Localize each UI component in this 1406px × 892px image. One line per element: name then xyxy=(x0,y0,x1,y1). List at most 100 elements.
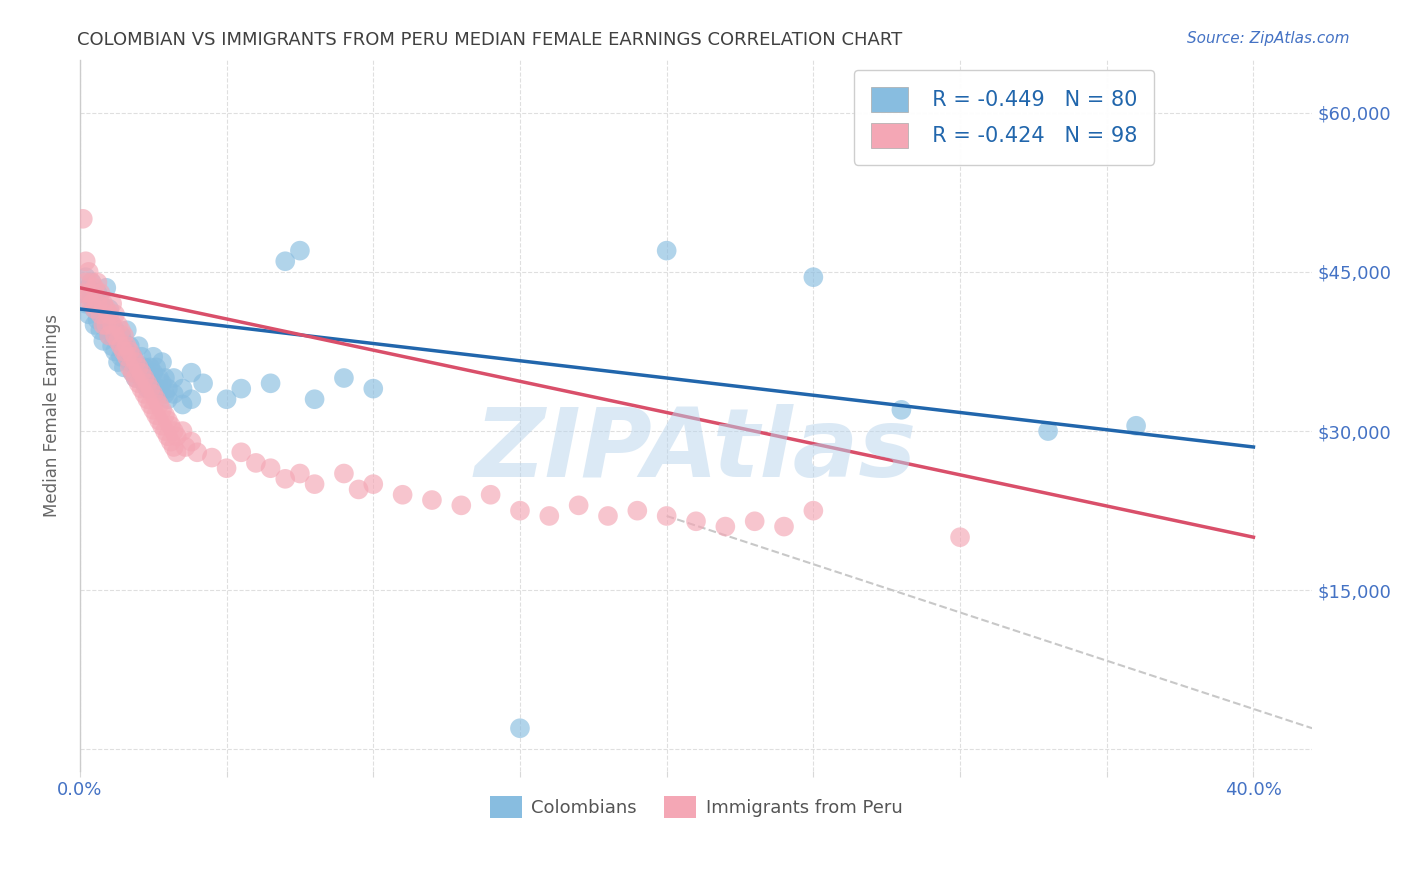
Point xyxy=(121,350,143,364)
Point xyxy=(450,499,472,513)
Point xyxy=(139,371,162,385)
Point xyxy=(128,360,150,375)
Point xyxy=(245,456,267,470)
Point xyxy=(180,392,202,407)
Point xyxy=(191,376,214,391)
Point xyxy=(112,360,135,375)
Point xyxy=(115,323,138,337)
Point xyxy=(159,418,181,433)
Point xyxy=(107,334,129,348)
Point xyxy=(77,286,100,301)
Point xyxy=(142,387,165,401)
Point xyxy=(288,467,311,481)
Point xyxy=(80,292,103,306)
Point xyxy=(118,360,141,375)
Point xyxy=(163,371,186,385)
Point xyxy=(509,503,531,517)
Point xyxy=(136,392,159,407)
Point xyxy=(163,387,186,401)
Point xyxy=(124,371,146,385)
Point xyxy=(801,270,824,285)
Point xyxy=(420,493,443,508)
Point xyxy=(83,281,105,295)
Point xyxy=(86,286,108,301)
Point xyxy=(156,413,179,427)
Point xyxy=(86,276,108,290)
Point xyxy=(801,503,824,517)
Point xyxy=(150,402,173,417)
Point xyxy=(121,366,143,380)
Point xyxy=(159,434,181,449)
Point xyxy=(655,244,678,258)
Point xyxy=(131,382,153,396)
Point xyxy=(124,355,146,369)
Legend: Colombians, Immigrants from Peru: Colombians, Immigrants from Peru xyxy=(482,789,910,826)
Point xyxy=(107,334,129,348)
Point xyxy=(231,382,253,396)
Point xyxy=(153,387,176,401)
Point xyxy=(112,344,135,359)
Point xyxy=(148,371,170,385)
Point xyxy=(128,339,150,353)
Point xyxy=(107,318,129,332)
Point xyxy=(93,307,115,321)
Point xyxy=(259,461,281,475)
Point xyxy=(685,514,707,528)
Point xyxy=(75,296,97,310)
Point xyxy=(72,211,94,226)
Point xyxy=(75,254,97,268)
Point xyxy=(304,477,326,491)
Point xyxy=(98,301,121,316)
Point xyxy=(110,328,132,343)
Point xyxy=(145,360,167,375)
Point xyxy=(361,477,384,491)
Point xyxy=(124,371,146,385)
Point xyxy=(163,440,186,454)
Point xyxy=(156,429,179,443)
Point xyxy=(98,307,121,321)
Point xyxy=(201,450,224,465)
Point xyxy=(121,350,143,364)
Point xyxy=(142,350,165,364)
Point xyxy=(347,483,370,497)
Point xyxy=(139,360,162,375)
Point xyxy=(134,376,156,391)
Point xyxy=(231,445,253,459)
Point xyxy=(172,398,194,412)
Point xyxy=(714,519,737,533)
Point xyxy=(83,301,105,316)
Point xyxy=(77,307,100,321)
Point xyxy=(93,334,115,348)
Point xyxy=(89,307,111,321)
Point xyxy=(509,721,531,735)
Point xyxy=(172,382,194,396)
Point xyxy=(1125,418,1147,433)
Text: COLOMBIAN VS IMMIGRANTS FROM PERU MEDIAN FEMALE EARNINGS CORRELATION CHART: COLOMBIAN VS IMMIGRANTS FROM PERU MEDIAN… xyxy=(77,31,903,49)
Point xyxy=(80,296,103,310)
Point xyxy=(180,434,202,449)
Point xyxy=(83,318,105,332)
Point xyxy=(112,328,135,343)
Point xyxy=(83,301,105,316)
Point xyxy=(75,292,97,306)
Point xyxy=(153,424,176,438)
Point xyxy=(148,398,170,412)
Point xyxy=(96,318,118,332)
Point xyxy=(131,371,153,385)
Point xyxy=(180,366,202,380)
Point xyxy=(72,286,94,301)
Point xyxy=(773,519,796,533)
Point xyxy=(274,472,297,486)
Point xyxy=(107,355,129,369)
Point xyxy=(131,366,153,380)
Point xyxy=(86,296,108,310)
Point xyxy=(110,339,132,353)
Point xyxy=(93,318,115,332)
Point xyxy=(77,265,100,279)
Point xyxy=(136,366,159,380)
Point xyxy=(139,382,162,396)
Point xyxy=(115,344,138,359)
Point xyxy=(118,355,141,369)
Text: ZIPAtlas: ZIPAtlas xyxy=(475,404,917,497)
Point xyxy=(163,424,186,438)
